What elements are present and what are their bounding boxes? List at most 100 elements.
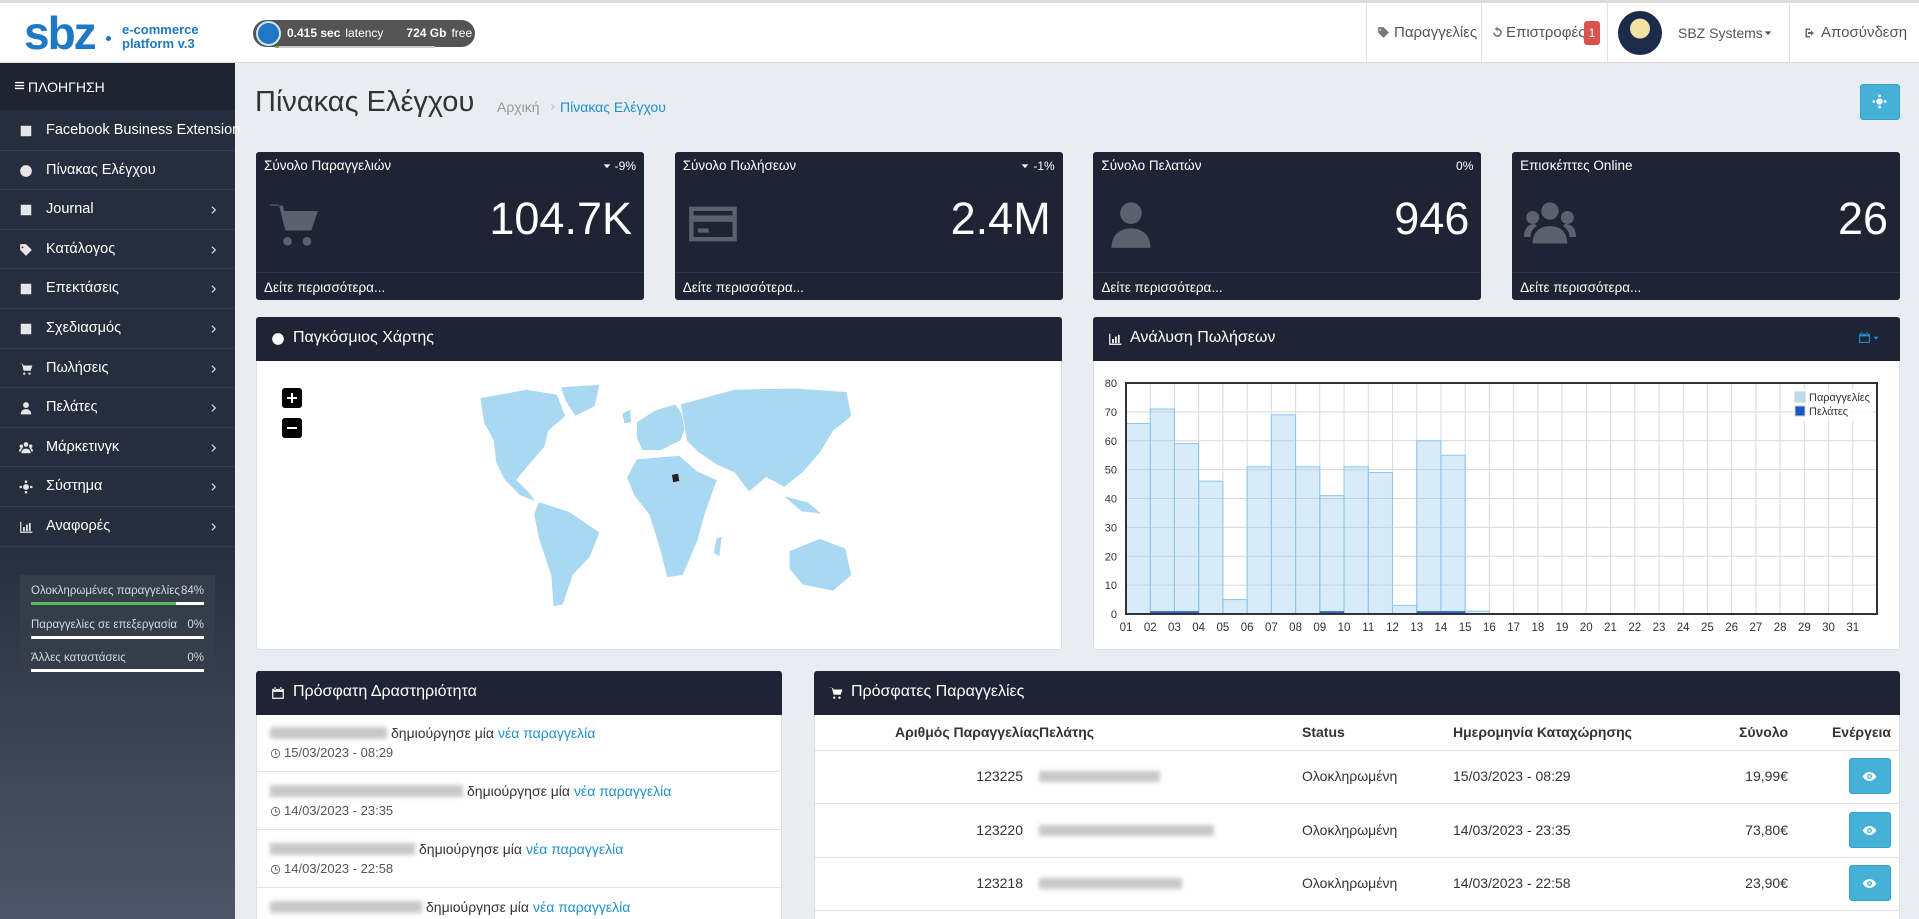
sidebar-item-label[interactable]: Αναφορές [46, 518, 111, 534]
sidebar-item-label[interactable]: Μάρκετινγκ [46, 438, 120, 455]
icon [272, 333, 284, 345]
avatar[interactable] [1618, 11, 1662, 55]
tile-link[interactable]: Δείτε περισσότερα... [1101, 280, 1223, 295]
icon [1493, 26, 1502, 37]
order-total: 19,99€ [1745, 768, 1788, 784]
activity-link[interactable]: νέα παραγγελία [498, 725, 596, 741]
activity-text: δημιούργησε μία [419, 841, 522, 857]
nav-returns[interactable]: Επιστροφές [1506, 24, 1586, 41]
x-tick-label: 12 [1386, 622, 1399, 634]
stat-track [31, 635, 204, 639]
activity-time: 15/03/2023 - 08:29 [284, 745, 394, 760]
x-tick-label: 15 [1459, 622, 1472, 634]
activity-line: δημιούργησε μία νέα παραγγελία [270, 841, 623, 857]
sidebar-item-label[interactable]: Πίνακας Ελέγχου [46, 161, 156, 178]
bar [1270, 414, 1297, 615]
bar [1416, 611, 1441, 614]
x-tick-label: 16 [1483, 622, 1496, 634]
icon-shape [1111, 202, 1151, 248]
order-status: Ολοκληρωμένη [1302, 768, 1398, 784]
sidebar-item[interactable] [0, 190, 235, 230]
sidebar-item[interactable] [0, 467, 235, 507]
sidebar-item[interactable] [0, 111, 235, 151]
icon-shape [14, 81, 25, 90]
sidebar-item-label[interactable]: Journal [46, 201, 94, 218]
x-tick-label: 01 [1120, 622, 1133, 634]
x-tick-label: 30 [1822, 622, 1835, 634]
sidebar-item-label[interactable]: Επεκτάσεις [46, 280, 119, 297]
icon [272, 687, 284, 699]
sidebar-item[interactable] [0, 269, 235, 309]
tile-link[interactable]: Δείτε περισσότερα... [264, 280, 386, 295]
tile [1093, 152, 1482, 300]
breadcrumb[interactable]: Αρχική [497, 99, 540, 115]
sidebar-item[interactable] [0, 230, 235, 270]
nav-separator [1607, 3, 1608, 62]
breadcrumb[interactable]: Πίνακας Ελέγχου [560, 99, 666, 115]
icon [1021, 164, 1029, 169]
tile-link[interactable]: Δείτε περισσότερα... [1520, 280, 1642, 295]
icon [1862, 772, 1877, 781]
stat-track [31, 669, 204, 672]
y-tick-label: 70 [1105, 407, 1117, 419]
icon [270, 748, 281, 759]
bar [1295, 466, 1321, 615]
user-name[interactable]: SBZ Systems [1678, 25, 1763, 41]
panel-header [256, 671, 782, 715]
sidebar-item[interactable] [0, 309, 235, 349]
x-tick-label: 18 [1531, 622, 1544, 634]
y-tick-label: 50 [1105, 465, 1117, 477]
sidebar-item-label[interactable]: Σχεδιασμός [46, 320, 122, 336]
icon-shape [211, 523, 217, 531]
icon [211, 523, 217, 531]
column-header: Αριθμός Παραγγελίας [895, 724, 1040, 740]
panel-title: Πρόσφατη Δραστηριότητα [293, 683, 477, 700]
icon-shape [211, 444, 217, 452]
nav-separator [1366, 3, 1367, 62]
sidebar-item-label[interactable]: Facebook Business Extension [46, 122, 241, 138]
sidebar-item[interactable] [0, 507, 235, 547]
logo[interactable]: sbz [24, 7, 97, 59]
nav-separator [1481, 3, 1482, 62]
sidebar-item[interactable] [0, 151, 235, 191]
sidebar-item[interactable] [0, 428, 235, 468]
icon [20, 204, 32, 216]
x-tick-label: 10 [1338, 622, 1351, 634]
activity-link[interactable]: νέα παραγγελία [574, 783, 672, 799]
tile-value: 26 [1838, 193, 1889, 244]
logout[interactable]: Αποσύνδεση [1821, 24, 1908, 41]
sidebar-item-label[interactable]: Σύστημα [46, 478, 103, 495]
panel-title: Πρόσφατες Παραγγελίες [851, 683, 1025, 700]
tile-title: Σύνολο Παραγγελιών [264, 158, 392, 173]
bar [1391, 604, 1418, 615]
world-map[interactable] [469, 383, 881, 628]
nav-orders[interactable]: Παραγγελίες [1394, 24, 1478, 41]
order-date: 14/03/2023 - 22:58 [1453, 875, 1571, 891]
icon-shape [211, 325, 217, 333]
sidebar-item-label[interactable]: Κατάλογος [46, 240, 116, 257]
country [621, 408, 632, 425]
order-total: 73,80€ [1745, 821, 1788, 838]
sidebar-item-label[interactable]: Πελάτες [46, 399, 98, 416]
legend-label: Πελάτες [1809, 406, 1848, 418]
bar [1416, 440, 1442, 615]
column-header: Ενέργεια [1831, 724, 1891, 740]
sidebar-item-label[interactable]: Πωλήσεις [46, 359, 109, 376]
icon [20, 284, 32, 295]
activity-time: 14/03/2023 - 22:58 [284, 861, 394, 876]
icon-shape [20, 204, 32, 216]
stats-box [20, 575, 215, 683]
icon-shape [1859, 332, 1870, 343]
sidebar-item[interactable] [0, 388, 235, 428]
x-tick-label: 29 [1798, 622, 1811, 634]
redacted-name [270, 785, 463, 797]
activity-link[interactable]: νέα παραγγελία [533, 899, 631, 915]
bar [1367, 472, 1393, 615]
tagline: platform v.3 [122, 36, 195, 51]
activity-link[interactable]: νέα παραγγελία [526, 841, 624, 857]
tile-link[interactable]: Δείτε περισσότερα... [682, 280, 804, 295]
bar [1319, 611, 1345, 614]
legend-swatch [1794, 391, 1806, 403]
sidebar-item[interactable] [0, 349, 235, 389]
